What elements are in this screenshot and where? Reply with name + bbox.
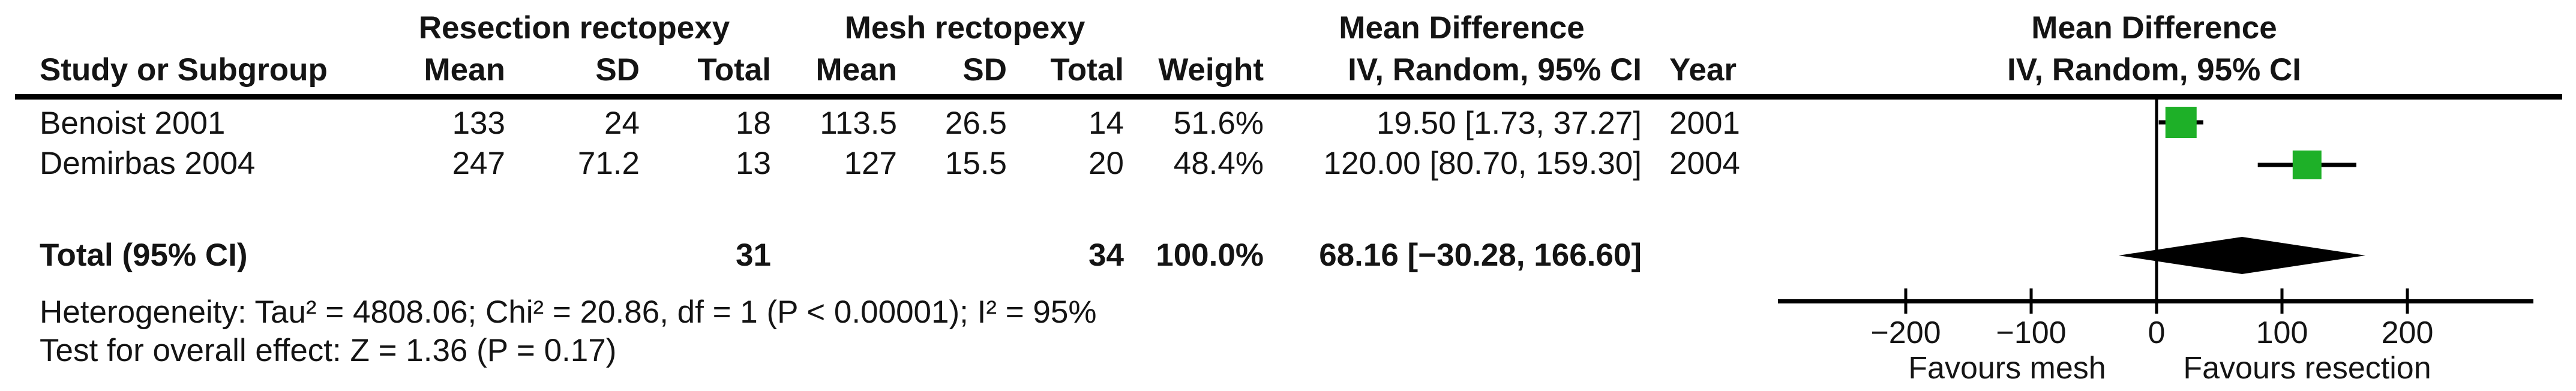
col-header-sd2: SD bbox=[962, 52, 1007, 88]
col-header-mean2: Mean bbox=[815, 52, 897, 88]
total-diamond bbox=[2118, 237, 2366, 274]
cell-total1: 13 bbox=[736, 146, 771, 181]
axis-tick-label: −100 bbox=[1996, 315, 2066, 350]
col-header-sd1: SD bbox=[595, 52, 640, 88]
heterogeneity-note: Heterogeneity: Tau² = 4808.06; Chi² = 20… bbox=[40, 294, 1097, 330]
group-header-control: Mesh rectopexy bbox=[844, 10, 1085, 46]
study-name: Benoist 2001 bbox=[40, 106, 226, 141]
favours-left-label: Favours mesh bbox=[1908, 351, 2106, 386]
axis-tick-label: −200 bbox=[1870, 315, 1941, 350]
cell-weight: 48.4% bbox=[1173, 146, 1264, 181]
cell-mean1: 247 bbox=[452, 146, 505, 181]
cell-mean2: 113.5 bbox=[820, 106, 897, 141]
cell-year: 2004 bbox=[1669, 146, 1740, 181]
total-row-weight: 100.0% bbox=[1156, 237, 1264, 273]
total-row-ci: 68.16 [−30.28, 166.60] bbox=[1319, 237, 1642, 273]
cell-sd1: 71.2 bbox=[577, 146, 640, 181]
col-header-ci-method: IV, Random, 95% CI bbox=[1348, 52, 1642, 88]
axis-tick-label: 100 bbox=[2256, 315, 2308, 350]
total-row-label: Total (95% CI) bbox=[40, 237, 248, 273]
total-row-total1: 31 bbox=[736, 237, 771, 273]
cell-mean2: 127 bbox=[844, 146, 897, 181]
effect-square bbox=[2165, 107, 2197, 138]
col-header-mean1: Mean bbox=[424, 52, 505, 88]
cell-sd2: 15.5 bbox=[944, 146, 1007, 181]
cell-sd1: 24 bbox=[604, 106, 640, 141]
cell-year: 2001 bbox=[1669, 106, 1740, 141]
effect-square bbox=[2292, 151, 2322, 179]
cell-ci: 120.00 [80.70, 159.30] bbox=[1323, 146, 1642, 181]
group-header-experimental: Resection rectopexy bbox=[418, 10, 730, 46]
col-header-total2: Total bbox=[1050, 52, 1124, 88]
cell-total2: 20 bbox=[1088, 146, 1124, 181]
cell-weight: 51.6% bbox=[1173, 106, 1264, 141]
col-header-year: Year bbox=[1669, 52, 1737, 88]
effect-header-plot: Mean Difference bbox=[2031, 10, 2277, 46]
header-divider-rule bbox=[15, 94, 2562, 100]
cell-sd2: 26.5 bbox=[944, 106, 1007, 141]
overall-effect-note: Test for overall effect: Z = 1.36 (P = 0… bbox=[40, 333, 617, 368]
favours-right-label: Favours resection bbox=[2183, 351, 2431, 386]
col-header-total1: Total bbox=[697, 52, 771, 88]
total-row-total2: 34 bbox=[1088, 237, 1124, 273]
effect-header-table: Mean Difference bbox=[1339, 10, 1585, 46]
col-header-ci-method-plot: IV, Random, 95% CI bbox=[2007, 52, 2301, 88]
col-header-study: Study or Subgroup bbox=[40, 52, 328, 88]
col-header-weight: Weight bbox=[1158, 52, 1264, 88]
axis-tick-label: 0 bbox=[2148, 315, 2166, 350]
cell-total2: 14 bbox=[1088, 106, 1124, 141]
cell-ci: 19.50 [1.73, 37.27] bbox=[1376, 106, 1642, 141]
axis-tick-label: 200 bbox=[2382, 315, 2434, 350]
cell-mean1: 133 bbox=[452, 106, 505, 141]
cell-total1: 18 bbox=[736, 106, 771, 141]
study-name: Demirbas 2004 bbox=[40, 146, 256, 181]
